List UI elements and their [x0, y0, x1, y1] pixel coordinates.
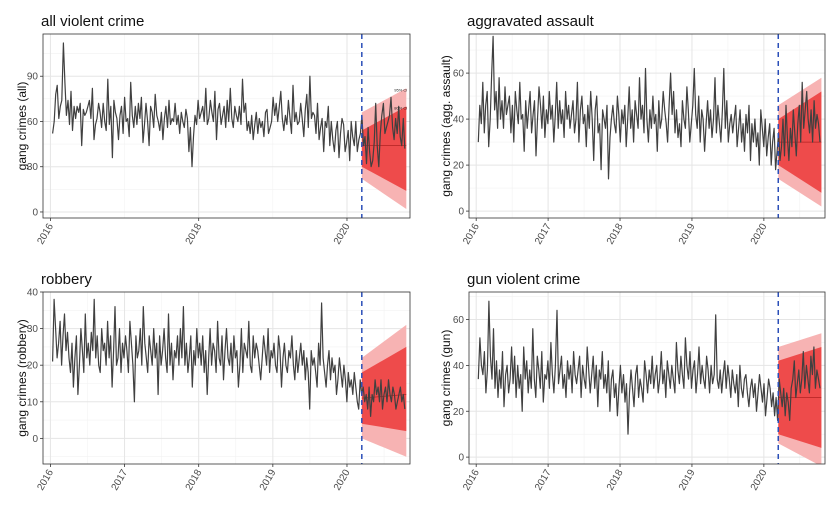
y-tick-label: 0: [32, 434, 38, 445]
y-tick-label: 0: [458, 207, 464, 218]
y-tick-label: 90: [27, 72, 39, 83]
x-tick-label: 2019: [677, 467, 698, 492]
y-tick-label: 40: [453, 361, 465, 372]
x-tick-label: 2018: [184, 221, 205, 246]
y-tick-label: 30: [27, 324, 39, 335]
panel-aggravated-assault: 0 20 40 60 2016 2017 2018 2019 2020 aggravated as…: [439, 13, 826, 247]
x-tick-label: 2017: [533, 221, 554, 246]
y-tick-label: 60: [453, 69, 465, 80]
panel-border: [42, 33, 411, 219]
x-tick-label: 2016: [35, 467, 56, 492]
ci-label: 95% CI: [394, 87, 407, 92]
x-tick-label: 2019: [677, 221, 698, 246]
ci-label: 80% CI: [394, 105, 407, 110]
panel-title: gun violent crime: [467, 271, 580, 288]
y-tick-label: 60: [27, 117, 39, 128]
y-tick-label: 60: [453, 315, 465, 326]
x-tick-label: 2018: [605, 221, 626, 246]
x-tick-label: 2016: [35, 221, 56, 246]
panel-title: robbery: [41, 271, 92, 288]
y-axis-label: gang crimes (all): [15, 82, 29, 171]
x-tick-label: 2020: [332, 467, 353, 492]
y-tick-label: 30: [27, 162, 39, 173]
y-tick-label: 0: [32, 207, 38, 218]
x-tick-label: 2019: [258, 467, 279, 492]
y-tick-label: 10: [27, 397, 39, 408]
panel-title: all violent crime: [41, 13, 144, 30]
y-tick-label: 20: [27, 361, 39, 372]
y-tick-label: 40: [453, 115, 465, 126]
x-tick-label: 2017: [110, 467, 131, 492]
x-tick-label: 2018: [605, 467, 626, 492]
x-tick-label: 2020: [749, 467, 770, 492]
panel-gun-violent-crime: 0 20 40 60 2016 2017 2018 2019 2020 gun violent c…: [439, 271, 826, 493]
panel-title: aggravated assault: [467, 13, 595, 30]
y-tick-label: 20: [453, 161, 465, 172]
observed-series-line: [477, 300, 821, 435]
x-tick-label: 2016: [461, 467, 482, 492]
x-tick-label: 2016: [461, 221, 482, 246]
x-tick-label: 2020: [749, 221, 770, 246]
observed-series-line: [52, 42, 406, 168]
x-tick-label: 2017: [533, 467, 554, 492]
observed-series-line: [477, 35, 821, 180]
y-tick-label: 40: [27, 288, 39, 299]
panel-all-violent-crime: 95% CI 80% CI 0 30 60 90 2016 2018 2020 all viole…: [15, 13, 411, 247]
x-tick-label: 2018: [184, 467, 205, 492]
y-tick-label: 20: [453, 407, 465, 418]
panel-border: [468, 291, 826, 465]
ci80-band: [361, 346, 407, 432]
panel-robbery: 0 10 20 30 40 2016 2017 2018 2019 2020 robbery gang…: [15, 271, 411, 493]
x-tick-label: 2020: [332, 221, 353, 246]
y-tick-label: 0: [458, 453, 464, 464]
y-axis-label: gang crimes (agg. assault): [439, 55, 453, 196]
y-axis-label: gang crimes (gun): [439, 330, 453, 427]
observed-series-line: [52, 298, 406, 417]
panel-border: [468, 33, 826, 219]
y-axis-label: gang crimes (robbery): [15, 319, 29, 436]
panel-border: [42, 291, 411, 465]
